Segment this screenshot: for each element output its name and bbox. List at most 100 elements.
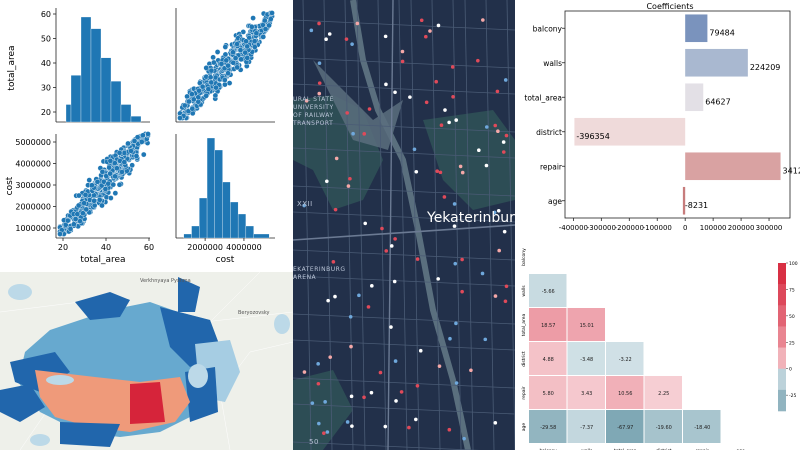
poi-dot: [451, 94, 455, 99]
poi-dot: [316, 381, 321, 386]
colorbar-segment: [778, 284, 786, 306]
heatmap-row-label: balcony: [521, 248, 527, 266]
colorbar-tick-label: 25: [789, 340, 795, 346]
poi-dot: [389, 325, 393, 329]
coef-value-label: -8231: [685, 201, 708, 210]
heatmap-cell-value: 10.56: [618, 391, 632, 397]
water-bodies: [8, 284, 290, 446]
poi-dot: [484, 163, 489, 168]
colorbar-segment: [778, 347, 786, 370]
heatmap-cell-value: 5.80: [543, 391, 554, 397]
city-map: URAL STATE UNIVERSITY OF RAILWAY TRANSPO…: [293, 0, 515, 450]
scatter-point: [91, 202, 98, 209]
scatter-point: [222, 44, 229, 50]
poi-dot: [496, 208, 501, 213]
scatter-point: [244, 55, 251, 61]
poi-dot: [462, 436, 466, 441]
poi-dot: [304, 99, 309, 103]
hist-bar-1: [70, 75, 82, 123]
uni-label: URAL STATE UNIVERSITY OF RAILWAY TRANSPO…: [293, 96, 334, 128]
scatter-point: [210, 54, 216, 61]
scatter-point: [91, 197, 97, 204]
xtick-label: 60: [144, 243, 154, 252]
poi-dot: [393, 90, 397, 95]
poi-dot: [454, 118, 459, 122]
road-vertical: [410, 0, 420, 450]
scatter-point: [83, 206, 90, 213]
coef-xtick-label: 200000: [728, 224, 755, 232]
scatter-point: [128, 148, 134, 154]
scatter-point: [203, 65, 210, 71]
road-vertical: [302, 0, 312, 450]
poi-dot: [481, 18, 485, 22]
scatter-point: [262, 26, 269, 32]
poi-dot: [394, 399, 398, 403]
hist-cost: [175, 134, 275, 239]
poi-dot: [383, 424, 388, 429]
coef-bar-district: [574, 117, 686, 146]
hist-bar-6: [230, 201, 239, 239]
poi-dot: [442, 195, 447, 199]
road-vertical: [464, 0, 474, 450]
heatmap-cell: [567, 342, 605, 375]
hist-bar-3: [206, 137, 215, 239]
hist-bar-5: [222, 181, 231, 239]
scatter-point: [103, 173, 110, 179]
river: [350, 0, 471, 450]
poi-dot: [383, 34, 388, 39]
poi-dot: [400, 59, 405, 64]
poi-dot: [345, 420, 350, 424]
road-vertical: [398, 0, 408, 450]
scatter-point: [238, 56, 244, 63]
coef-value-label: 79484: [709, 28, 734, 37]
poi-dot: [504, 284, 509, 289]
coef-xtick-label: -300000: [587, 224, 616, 232]
heatmap-cell: [567, 308, 605, 341]
colorbar-segment: [778, 263, 786, 285]
scatter-point: [99, 202, 105, 209]
poi-dot: [317, 81, 322, 85]
poi-dot: [357, 293, 361, 298]
coef-xtick-label: 0: [683, 224, 687, 232]
poi-dot: [492, 210, 497, 215]
heatmap-cell-value: 15.01: [580, 323, 594, 329]
coef-xtick-label: -100000: [643, 224, 672, 232]
poi-dot: [460, 289, 464, 294]
poi-dot: [502, 229, 507, 234]
scatter-point: [89, 182, 95, 189]
heatmap-cell-value: 2.25: [658, 391, 669, 397]
hist-total-area: [55, 8, 150, 123]
poi-dot: [454, 381, 459, 385]
poi-dot: [324, 37, 328, 42]
scatter-point: [181, 102, 188, 109]
xlabel-total-area: total_area: [80, 255, 125, 265]
heatmap-cell-value: -3.22: [619, 357, 632, 363]
heatmap-cell: [606, 410, 644, 443]
road-vertical: [344, 0, 354, 450]
scatter-point: [145, 131, 151, 137]
scatter-point: [112, 173, 118, 180]
scatter-point: [57, 231, 63, 237]
poi-dot: [367, 107, 372, 111]
poi-dot: [447, 120, 451, 125]
poi-dot: [415, 257, 420, 261]
heatmap-cell: [683, 410, 721, 443]
road-horizontal: [293, 121, 515, 133]
scatter-point: [71, 221, 77, 228]
uni-line-3: OF RAILWAY: [293, 112, 334, 119]
road-horizontal: [293, 147, 515, 159]
scatter-point: [80, 210, 86, 217]
pairplot-panel: 60 50 40 30 20 total_area 5000000 4000000 3000…: [0, 0, 293, 272]
heatmap-cell: [529, 274, 567, 307]
scatter-point: [251, 38, 258, 45]
scatter-point: [72, 216, 79, 222]
poi-dot: [436, 277, 440, 281]
heatmap-row-label: total_area: [521, 313, 527, 336]
hist-cost-xticks: 2000000 4000000: [187, 238, 262, 252]
ytick-label: 5000000: [15, 138, 51, 147]
colorbar-segment: [778, 368, 786, 391]
scatter-point: [267, 16, 274, 22]
heatmap-cell: [567, 410, 605, 443]
xxii-label: XXII: [297, 200, 313, 208]
road-horizontal: [293, 83, 515, 95]
